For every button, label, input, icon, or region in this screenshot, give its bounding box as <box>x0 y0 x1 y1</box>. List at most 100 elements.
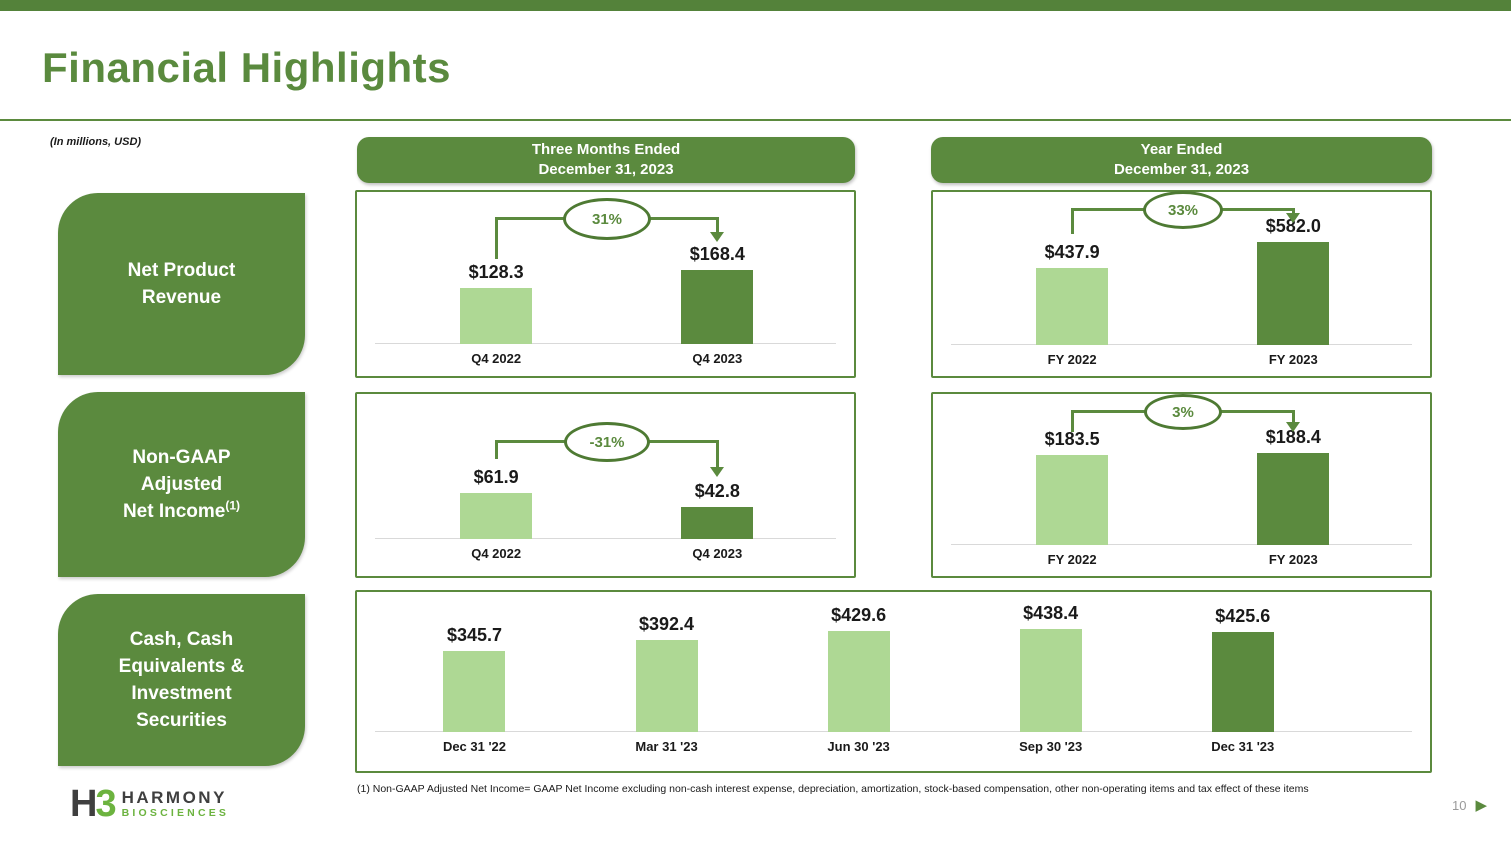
bar-category-label: Dec 31 '22 <box>442 739 507 754</box>
change-connector-left-stub <box>1070 410 1074 432</box>
bar-q4-2023 <box>681 270 754 344</box>
change-connector-right-stub <box>1291 208 1295 213</box>
change-arrowhead-icon <box>1286 422 1300 432</box>
column-header-line2: December 31, 2023 <box>1113 161 1250 178</box>
bar-category-label: Sep 30 '23 <box>1019 739 1083 754</box>
chart-cash-and-investments: $345.7 Dec 31 '22 $392.4 Mar 31 '23 $429.6 Ju… <box>355 590 1432 773</box>
units-note: (In millions, USD) <box>50 136 142 148</box>
bar-category-label: Q4 2023 <box>692 351 743 366</box>
change-connector-left-stub <box>1070 208 1074 234</box>
chart-net-product-revenue-quarterly: $128.3 Q4 2022 $168.4 Q4 2023 31% <box>355 190 856 378</box>
bar-jun-30-23 <box>827 631 890 732</box>
row-label-line: Non-GAAP <box>132 447 231 468</box>
change-connector-right-stub <box>715 217 719 232</box>
bar-dec-31-23 <box>1211 632 1274 732</box>
bar-category-label: Jun 30 '23 <box>827 739 890 754</box>
percent-change-badge: 33% <box>1143 191 1223 229</box>
bar-value-label: $582.0 <box>1265 216 1321 236</box>
column-header-line1: Year Ended <box>1140 141 1223 158</box>
row-label-net-product-revenue: Net Product Revenue <box>58 193 305 375</box>
chart-plot-area: $345.7 Dec 31 '22 $392.4 Mar 31 '23 $429.6 Ju… <box>378 592 1339 754</box>
footnote-marker: (1) <box>225 498 241 513</box>
page-nav: 10 ▶ <box>1452 798 1487 813</box>
chart-column: $128.3 Q4 2022 <box>386 192 607 366</box>
chart-net-product-revenue-annual: $437.9 FY 2022 $582.0 FY 2023 33% <box>931 190 1432 378</box>
next-slide-icon[interactable]: ▶ <box>1475 797 1487 814</box>
chart-column: $437.9 FY 2022 <box>962 192 1183 367</box>
percent-change-badge: -31% <box>564 422 650 462</box>
chart-baseline <box>375 537 836 539</box>
change-connector-left-stub <box>494 440 498 459</box>
chart-column: $61.9 Q4 2022 <box>386 394 607 561</box>
chart-column: $188.4 FY 2023 <box>1183 394 1404 567</box>
bar-sep-30-23 <box>1019 629 1082 732</box>
row-label-line: Revenue <box>141 287 222 308</box>
chart-plot-area: $61.9 Q4 2022 $42.8 Q4 2023 <box>386 394 828 561</box>
page-number: 10 <box>1451 798 1467 813</box>
bar-category-label: Q4 2023 <box>692 546 743 561</box>
row-label-line: Adjusted <box>140 474 223 495</box>
chart-column: $392.4 Mar 31 '23 <box>571 592 763 754</box>
footnote-text: (1) Non-GAAP Adjusted Net Income= GAAP N… <box>357 783 1309 795</box>
bar-value-label: $42.8 <box>694 481 740 501</box>
harmony-biosciences-logo: H3 HARMONY BIOSCIENCES <box>70 783 230 825</box>
bar-value-label: $429.6 <box>831 605 887 625</box>
bar-mar-31-23 <box>635 640 698 732</box>
chart-column: $425.6 Dec 31 '23 <box>1147 592 1339 754</box>
row-label-line: Investment <box>131 683 232 704</box>
bar-category-label: FY 2022 <box>1047 352 1097 367</box>
percent-change-badge: 3% <box>1144 394 1222 430</box>
column-header-line2: December 31, 2023 <box>538 161 674 178</box>
bar-value-label: $438.4 <box>1023 603 1079 623</box>
logo-name: HARMONY <box>121 788 227 807</box>
bar-q4-2022 <box>460 493 533 539</box>
logo-wordmark: HARMONY BIOSCIENCES <box>121 788 230 820</box>
bar-fy-2023 <box>1257 453 1330 545</box>
bar-fy-2022 <box>1036 268 1109 345</box>
bar-category-label: Mar 31 '23 <box>635 739 698 754</box>
row-label-line: Net Product <box>127 260 236 281</box>
chart-plot-area: $128.3 Q4 2022 $168.4 Q4 2023 <box>386 192 828 366</box>
bar-q4-2022 <box>460 288 533 344</box>
row-label-line: Cash, Cash <box>129 629 234 650</box>
change-connector-left-stub <box>494 217 498 259</box>
bar-value-label: $168.4 <box>689 244 745 264</box>
row-label-line: Net Income(1) <box>122 498 241 522</box>
chart-adjusted-net-income-quarterly: $61.9 Q4 2022 $42.8 Q4 2023 -31% <box>355 392 856 578</box>
page-title: Financial Highlights <box>42 44 452 91</box>
row-label-line: Equivalents & <box>118 656 245 677</box>
bar-q4-2023 <box>681 507 754 539</box>
chart-adjusted-net-income-annual: $183.5 FY 2022 $188.4 FY 2023 3% <box>931 392 1432 578</box>
bar-value-label: $128.3 <box>468 262 524 282</box>
bar-category-label: FY 2023 <box>1268 352 1318 367</box>
top-accent-bar <box>0 0 1511 11</box>
bar-value-label: $183.5 <box>1044 429 1100 449</box>
bar-fy-2022 <box>1036 455 1109 545</box>
change-arrowhead-icon <box>710 232 724 242</box>
column-header-three-months-ended: Three Months Ended December 31, 2023 <box>357 137 855 183</box>
bar-value-label: $425.6 <box>1215 606 1271 626</box>
row-label-cash-and-investments: Cash, Cash Equivalents & Investment Secu… <box>58 594 305 766</box>
bar-category-label: Dec 31 '23 <box>1211 739 1275 754</box>
chart-column: $168.4 Q4 2023 <box>607 192 828 366</box>
bar-category-label: FY 2022 <box>1047 552 1097 567</box>
chart-column: $429.6 Jun 30 '23 <box>763 592 955 754</box>
row-label-line: Securities <box>136 710 227 731</box>
column-header-year-ended: Year Ended December 31, 2023 <box>931 137 1432 183</box>
chart-baseline <box>951 543 1412 545</box>
row-label-non-gaap-adjusted-net-income: Non-GAAP Adjusted Net Income(1) <box>58 392 305 577</box>
percent-change-badge: 31% <box>563 198 651 240</box>
chart-column: $183.5 FY 2022 <box>962 394 1183 567</box>
column-header-line1: Three Months Ended <box>531 141 681 158</box>
bar-value-label: $188.4 <box>1265 427 1321 447</box>
change-arrowhead-icon <box>1286 213 1300 223</box>
chart-baseline <box>375 730 1412 732</box>
chart-plot-area: $183.5 FY 2022 $188.4 FY 2023 <box>962 394 1404 567</box>
chart-column: $345.7 Dec 31 '22 <box>378 592 570 754</box>
logo-h3-icon: H3 <box>70 783 117 825</box>
logo-subname: BIOSCIENCES <box>121 807 230 819</box>
change-connector-right-stub <box>715 440 719 467</box>
bar-value-label: $345.7 <box>446 625 503 645</box>
chart-baseline <box>951 343 1412 345</box>
